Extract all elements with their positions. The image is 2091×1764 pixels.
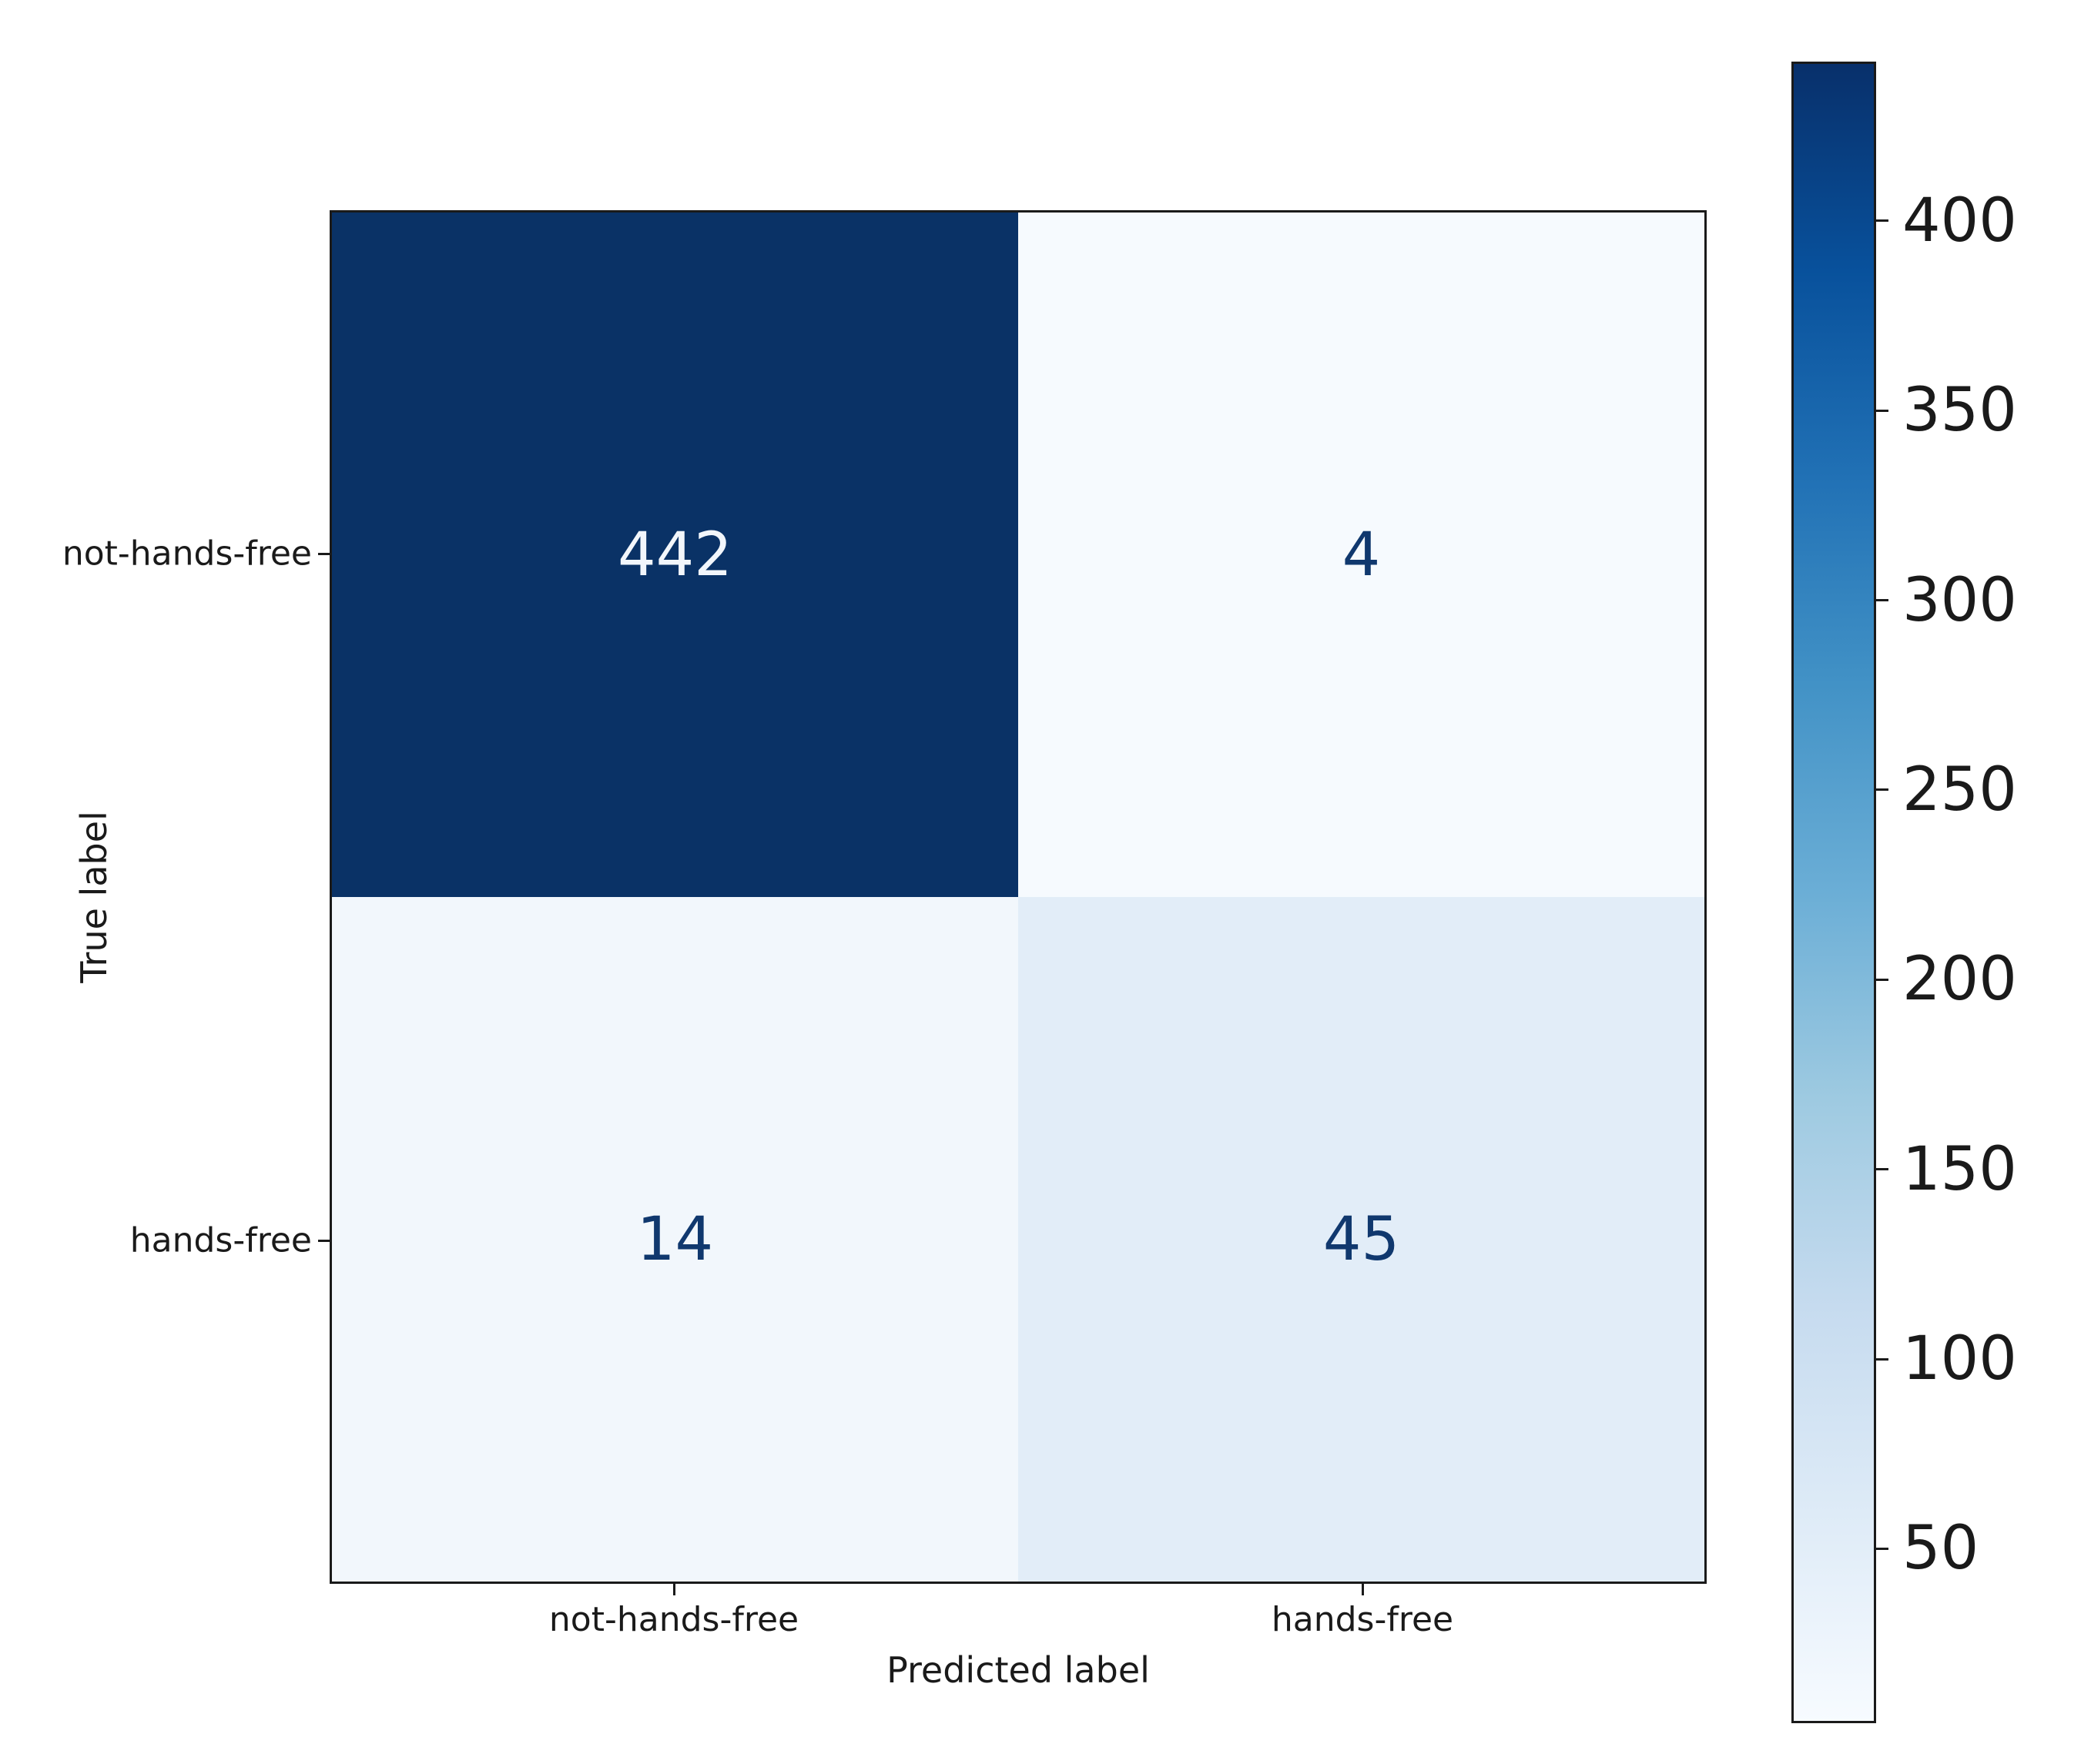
- matrix-cell-r1c0: 14: [332, 897, 1018, 1582]
- y-tick-label-1: hands-free: [129, 1220, 312, 1260]
- cell-value: 4: [1342, 520, 1381, 590]
- x-axis-tick-mark: [1361, 1584, 1364, 1595]
- y-axis-tick-mark: [318, 552, 330, 555]
- colorbar-tick-label-400: 400: [1902, 186, 2017, 256]
- colorbar-tick-label-200: 200: [1902, 945, 2017, 1015]
- y-axis-title: True label: [73, 811, 115, 983]
- x-axis-title: Predicted label: [886, 1649, 1150, 1691]
- colorbar-tick-mark: [1876, 219, 1888, 223]
- colorbar-tick-label-50: 50: [1902, 1514, 1979, 1584]
- colorbar-tick-label-150: 150: [1902, 1134, 2017, 1204]
- matrix-cell-r0c0: 442: [332, 213, 1018, 897]
- colorbar-tick-label-100: 100: [1902, 1324, 2017, 1394]
- x-axis-tick-mark: [672, 1584, 675, 1595]
- colorbar-tick-label-300: 300: [1902, 565, 2017, 635]
- x-tick-label-1: hands-free: [1271, 1600, 1454, 1639]
- colorbar-tick-mark: [1876, 409, 1888, 412]
- heatmap-plot-area: 442 4 14 45: [330, 210, 1707, 1584]
- colorbar-tick-label-250: 250: [1902, 755, 2017, 825]
- matrix-cell-r0c1: 4: [1018, 213, 1704, 897]
- cell-value: 442: [618, 520, 732, 590]
- y-axis-tick-mark: [318, 1239, 330, 1242]
- y-tick-label-0: not-hands-free: [62, 534, 312, 574]
- colorbar-tick-mark: [1876, 1168, 1888, 1171]
- colorbar-tick-mark: [1876, 599, 1888, 602]
- matrix-cell-r1c1: 45: [1018, 897, 1704, 1582]
- colorbar-tick-mark: [1876, 978, 1888, 981]
- cell-value: 14: [636, 1204, 714, 1274]
- colorbar-tick-mark: [1876, 788, 1888, 792]
- cell-value: 45: [1322, 1204, 1400, 1274]
- colorbar-tick-mark: [1876, 1357, 1888, 1361]
- colorbar: [1791, 62, 1876, 1723]
- colorbar-tick-label-350: 350: [1902, 376, 2017, 446]
- colorbar-tick-mark: [1876, 1547, 1888, 1550]
- x-tick-label-0: not-hands-free: [548, 1600, 799, 1639]
